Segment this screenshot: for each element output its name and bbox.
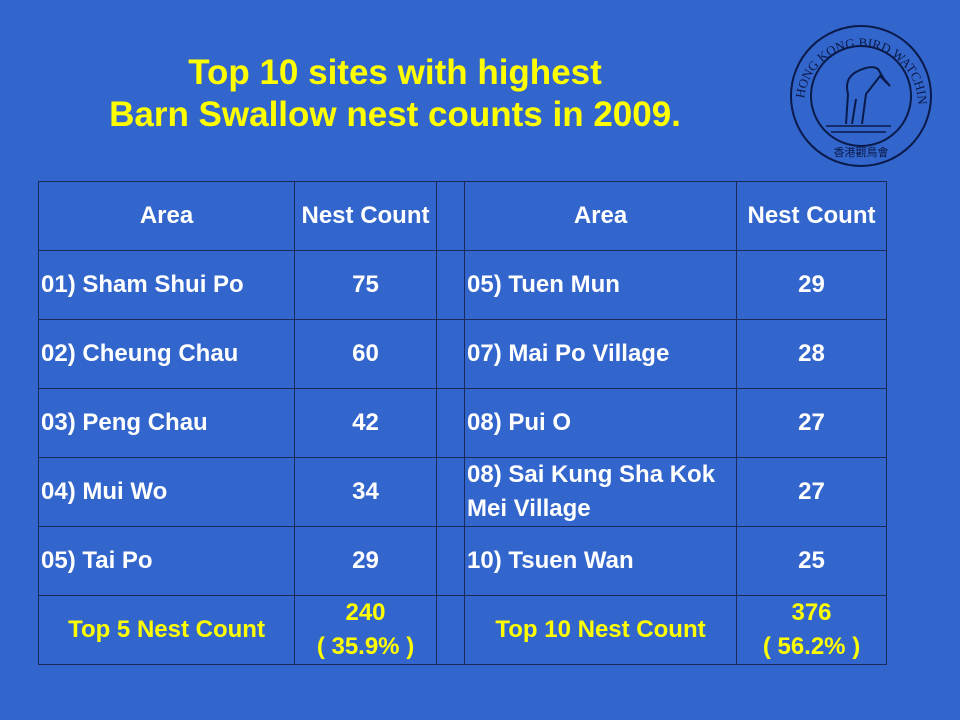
spacer	[436, 319, 465, 389]
count-cell: 27	[736, 457, 887, 527]
top5-value: 240 ( 35.9% )	[294, 595, 437, 665]
top10-count: 376	[791, 599, 832, 626]
header-area-right: Area	[464, 181, 737, 251]
count-cell: 25	[736, 526, 887, 596]
title-line-2: Barn Swallow nest counts in 2009.	[109, 95, 681, 134]
count-cell: 75	[294, 250, 437, 320]
area-cell: 08) Pui O	[464, 388, 737, 458]
count-cell: 60	[294, 319, 437, 389]
header-count-right: Nest Count	[736, 181, 887, 251]
top5-count: 240	[345, 599, 386, 626]
title-line-1: Top 10 sites with highest	[188, 53, 602, 92]
spacer	[436, 250, 465, 320]
society-logo: HONG KONG BIRD WATCHING SOCIETY 香港觀鳥會	[786, 24, 932, 167]
count-cell: 42	[294, 388, 437, 458]
slide-title: Top 10 sites with highest Barn Swallow n…	[0, 52, 790, 136]
header-count-left: Nest Count	[294, 181, 437, 251]
top5-label: Top 5 Nest Count	[38, 595, 295, 665]
area-cell: 05) Tai Po	[38, 526, 295, 596]
header-area-left: Area	[38, 181, 295, 251]
spacer	[436, 457, 465, 527]
count-cell: 27	[736, 388, 887, 458]
top10-percent: ( 56.2% )	[762, 633, 861, 660]
top10-label: Top 10 Nest Count	[464, 595, 737, 665]
svg-text:香港觀鳥會: 香港觀鳥會	[834, 145, 889, 159]
spacer	[436, 595, 465, 665]
count-cell: 29	[294, 526, 437, 596]
nest-count-table: Area Nest Count Area Nest Count 01) Sham…	[38, 181, 887, 665]
table-row: 04) Mui Wo 34 08) Sai Kung Sha Kok Mei Vil…	[38, 457, 887, 527]
area-cell: 02) Cheung Chau	[38, 319, 295, 389]
area-cell: 07) Mai Po Village	[464, 319, 737, 389]
table-row: 01) Sham Shui Po 75 05) Tuen Mun 29	[38, 250, 887, 320]
svg-text:HONG KONG BIRD WATCHING SOCIET: HONG KONG BIRD WATCHING SOCIETY	[786, 24, 930, 106]
area-cell: 01) Sham Shui Po	[38, 250, 295, 320]
area-cell: 05) Tuen Mun	[464, 250, 737, 320]
table-row: 03) Peng Chau 42 08) Pui O 27	[38, 388, 887, 458]
count-cell: 28	[736, 319, 887, 389]
top5-percent: ( 35.9% )	[316, 633, 415, 660]
totals-row: Top 5 Nest Count 240 ( 35.9% ) Top 10 Nes…	[38, 595, 887, 665]
count-cell: 34	[294, 457, 437, 527]
area-cell: 04) Mui Wo	[38, 457, 295, 527]
area-cell: 10) Tsuen Wan	[464, 526, 737, 596]
area-cell: 03) Peng Chau	[38, 388, 295, 458]
area-cell: 08) Sai Kung Sha Kok Mei Village	[464, 457, 737, 527]
count-cell: 29	[736, 250, 887, 320]
table-row: 02) Cheung Chau 60 07) Mai Po Village 28	[38, 319, 887, 389]
spacer	[436, 181, 465, 251]
spacer	[436, 526, 465, 596]
header-row: Area Nest Count Area Nest Count	[38, 181, 887, 251]
table-row: 05) Tai Po 29 10) Tsuen Wan 25	[38, 526, 887, 596]
top10-value: 376 ( 56.2% )	[736, 595, 887, 665]
spacer	[436, 388, 465, 458]
